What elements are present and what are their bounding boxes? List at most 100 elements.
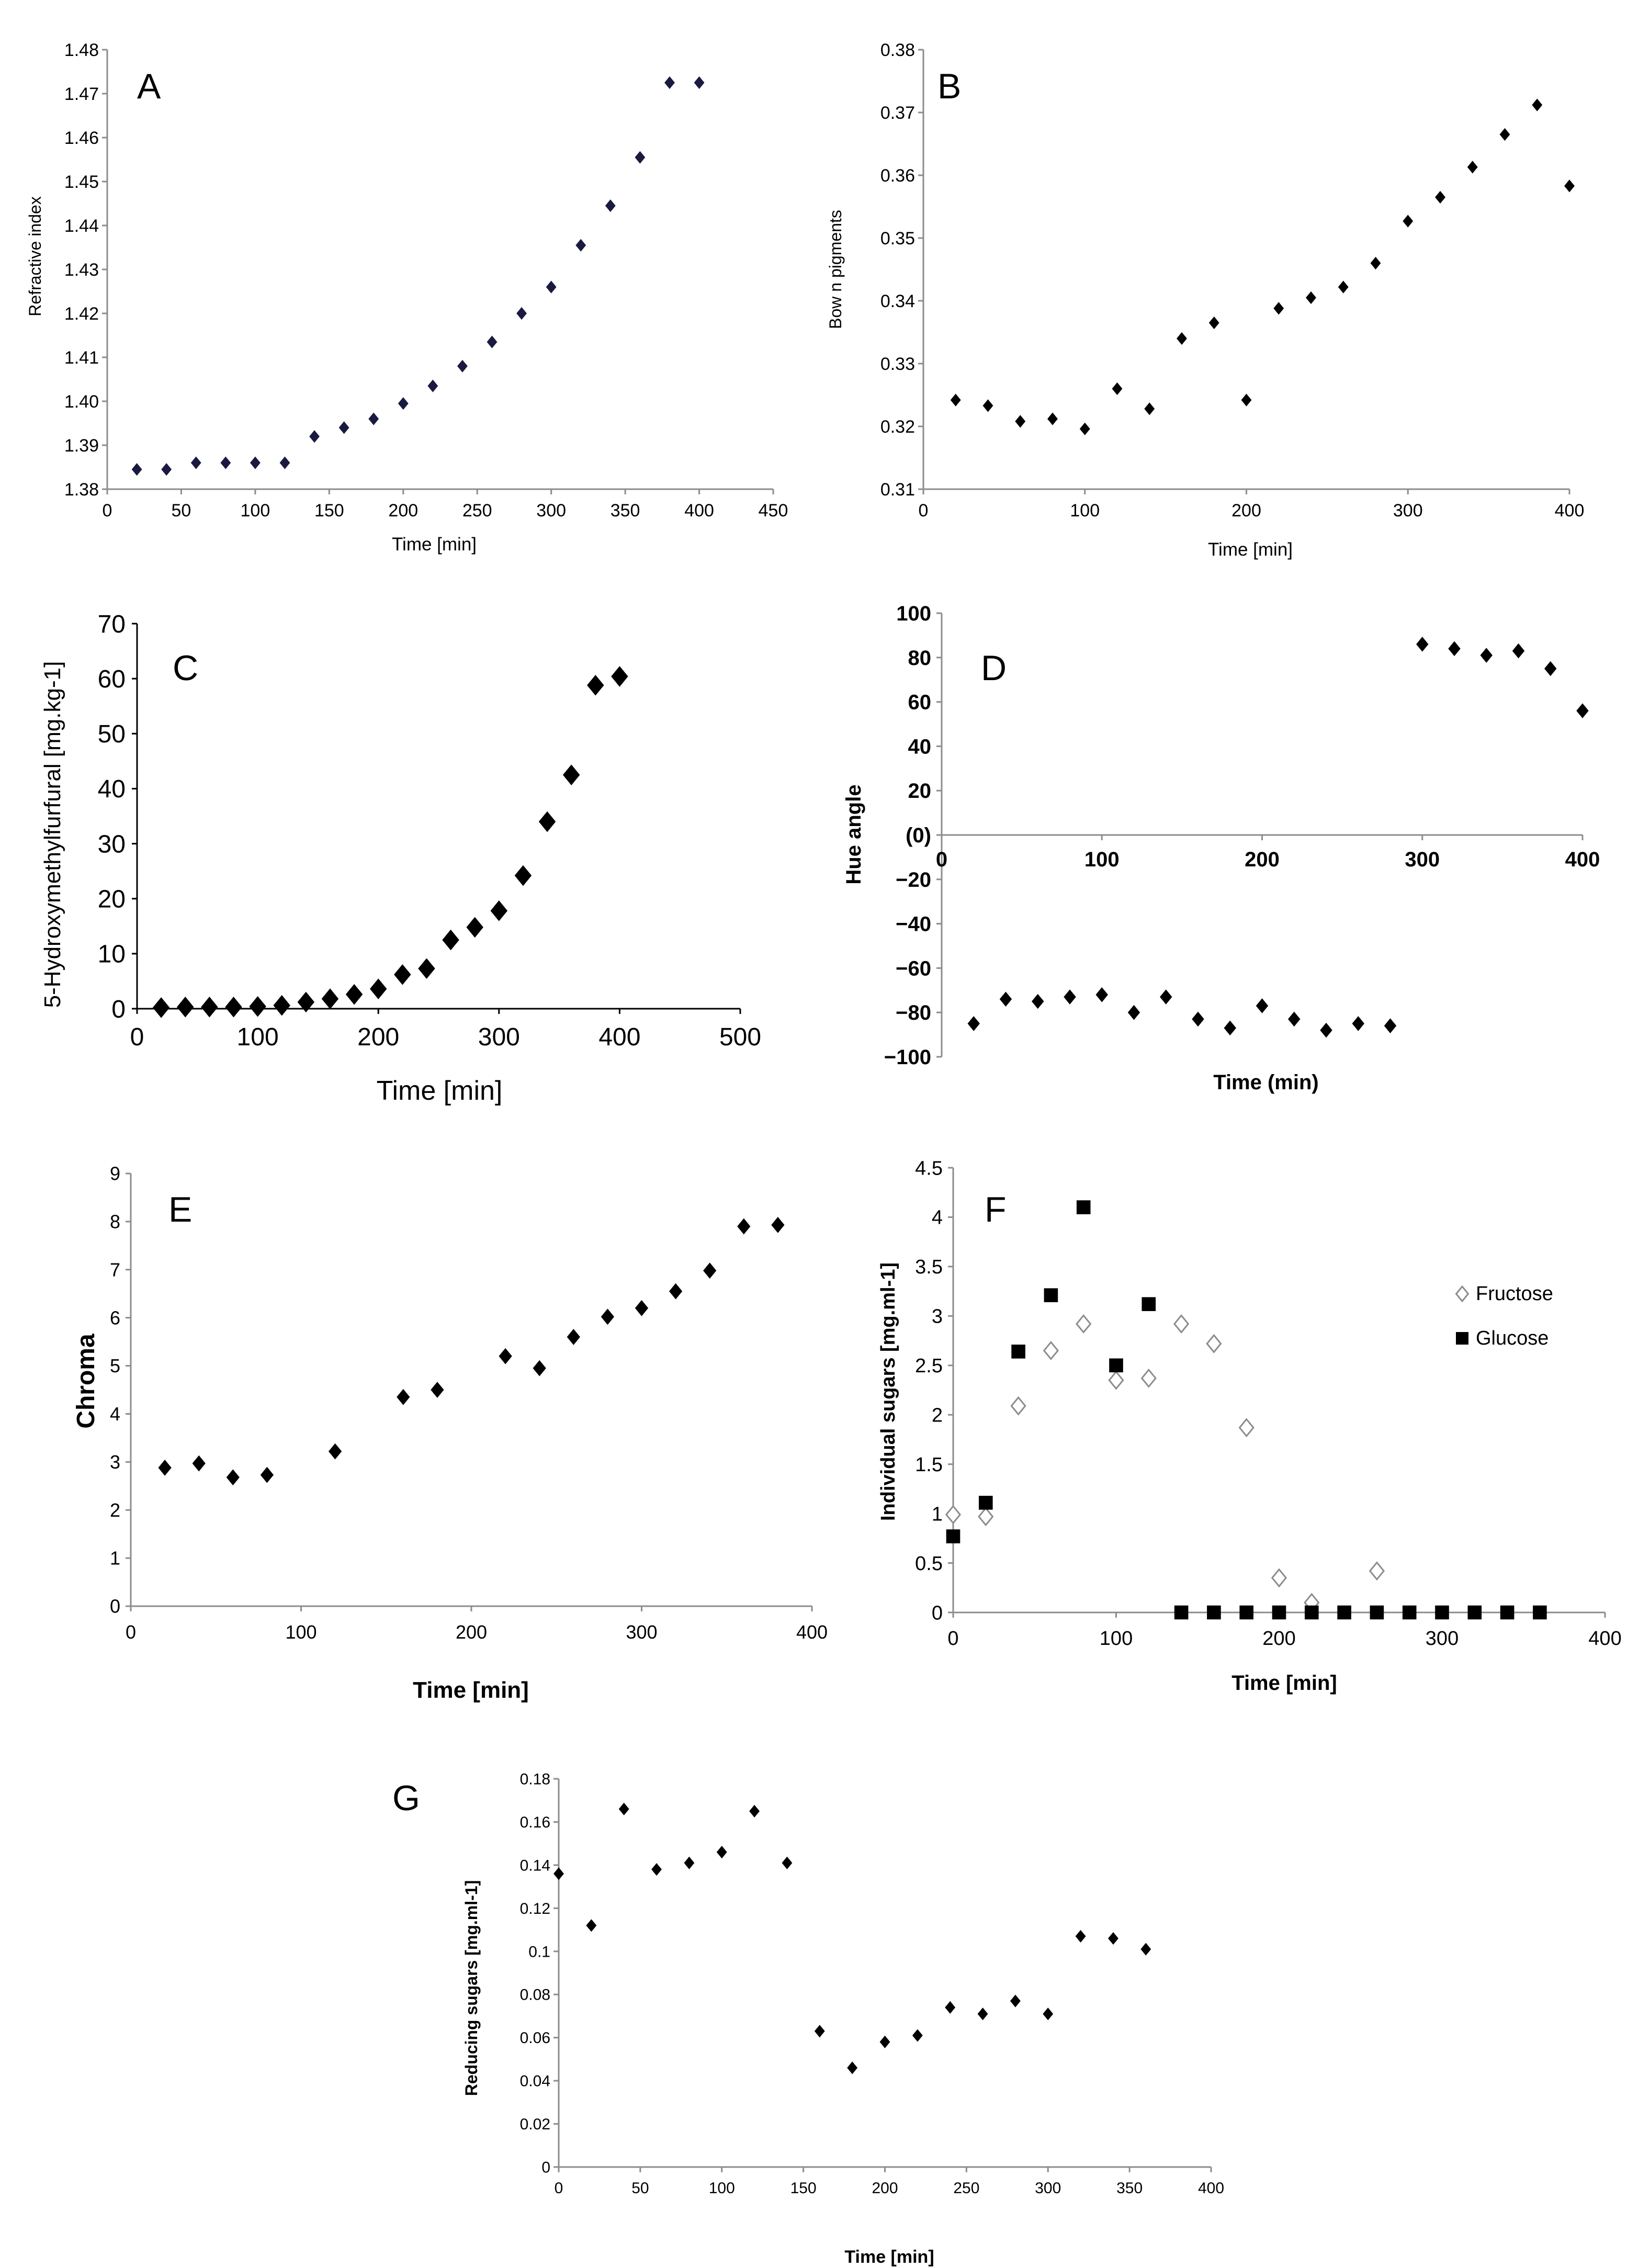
panel-f-legend-marker-glucose <box>1456 1332 1468 1345</box>
panel-f-glucose-point <box>1305 1605 1319 1620</box>
panel-b-brown-pigments-point <box>1435 190 1445 204</box>
panel-g-x-tick-label: 250 <box>953 2180 979 2197</box>
panel-g-y-axis-label: Reducing sugars [mg.ml-1] <box>462 1880 481 2096</box>
panel-e-y-tick-label: 4 <box>110 1403 120 1425</box>
panel-g-x-tick-label: 0 <box>555 2180 563 2197</box>
panel-f-y-tick-label: 4 <box>932 1207 943 1229</box>
panel-b-x-axis-label: Time [min] <box>1208 539 1293 560</box>
panel-d-hue-angle-point <box>1095 987 1108 1002</box>
panel-f-glucose-point <box>1044 1288 1058 1302</box>
panel-e-chroma-point <box>431 1382 444 1398</box>
panel-c-y-tick-label: 60 <box>98 665 126 693</box>
panel-b-x-tick-label: 300 <box>1393 501 1423 521</box>
panel-c-y-axis-label: 5-Hydroxymethylfurfural [mg.kg-1] <box>40 661 65 1008</box>
panel-d-hue-angle-point <box>1288 1011 1301 1027</box>
panel-b-brown-pigments-point <box>1306 291 1316 304</box>
panel-g-reducing-sugars-point <box>814 2025 825 2038</box>
panel-a-x-tick-label: 150 <box>314 501 344 521</box>
panel-d-hue-angle-point <box>1256 998 1269 1013</box>
panel-f-x-tick-label: 300 <box>1426 1628 1459 1650</box>
panel-a-x-axis-label: Time [min] <box>392 534 477 555</box>
panel-a-refractive-index-point <box>220 456 231 469</box>
panel-c-x-tick-label: 300 <box>478 1023 520 1051</box>
panel-e-y-tick-label: 1 <box>110 1548 120 1569</box>
panel-e-y-tick-label: 0 <box>110 1596 120 1617</box>
panel-a-refractive-index-point <box>546 280 557 294</box>
panel-e-chroma-point <box>601 1308 615 1325</box>
panel-f-y-tick-label: 1.5 <box>915 1454 943 1476</box>
panel-e-x-tick-label: 300 <box>626 1621 657 1643</box>
panel-b-y-tick-label: 0.32 <box>880 417 915 437</box>
panel-b-x-tick-label: 0 <box>919 501 929 521</box>
panel-g-y-tick-label: 0 <box>541 2159 550 2176</box>
panel-b-brown-pigments-point <box>1015 415 1026 428</box>
panel-f-legend-marker-fructose <box>1455 1285 1470 1303</box>
panel-d-y-tick-label: −100 <box>884 1046 931 1069</box>
panel-c-hmf-point <box>562 764 580 785</box>
panel-a-refractive-index-point <box>487 335 498 348</box>
panel-a-y-tick-label: 1.47 <box>64 84 99 104</box>
panel-c-chart: C 5-Hydroxymethylfurfural [mg.kg-1] Time… <box>40 611 761 1106</box>
panel-d-y-tick-label: −80 <box>896 1001 931 1024</box>
panel-f-fructose-point <box>1369 1561 1385 1581</box>
panel-b-brown-pigments-point <box>1532 98 1543 111</box>
panel-f-fructose-point <box>978 1507 994 1527</box>
panel-c-y-tick-label: 30 <box>98 830 126 858</box>
panel-c-y-tick-label: 50 <box>98 720 126 748</box>
panel-g-reducing-sugars-point <box>586 1919 597 1932</box>
panel-b-x-tick-label: 400 <box>1555 501 1585 521</box>
panel-c-hmf-point <box>418 958 435 979</box>
panel-e-chroma-point <box>669 1283 683 1300</box>
panel-f-y-tick-label: 2 <box>932 1405 943 1427</box>
panel-f-glucose-point <box>1109 1358 1123 1373</box>
panel-f-glucose-point <box>1467 1605 1482 1620</box>
panel-f-glucose-point <box>946 1529 960 1543</box>
panel-b-y-tick-label: 0.34 <box>880 291 915 311</box>
panel-a-refractive-index-point <box>427 379 438 392</box>
panel-d-label: D <box>981 648 1007 688</box>
panel-c-hmf-point <box>273 995 290 1016</box>
panel-a-refractive-index-point <box>250 456 261 469</box>
panel-d-hue-angle-point <box>1512 643 1525 659</box>
panel-f-glucose-point <box>1500 1605 1515 1620</box>
panel-a-refractive-index-point <box>694 76 705 89</box>
panel-g-label: G <box>392 1778 420 1818</box>
panel-c-hmf-point <box>394 964 411 985</box>
panel-b-y-tick-label: 0.36 <box>880 166 915 186</box>
panel-b-brown-pigments-point <box>1144 402 1155 415</box>
panel-a-refractive-index-point <box>190 456 201 469</box>
panel-e-chroma-point <box>397 1389 410 1405</box>
panel-d-hue-angle-point <box>1544 661 1557 676</box>
panel-b-y-tick-label: 0.31 <box>880 480 915 500</box>
panel-d-y-tick-label: 20 <box>908 780 932 803</box>
panel-c-hmf-point <box>201 997 218 1018</box>
panel-a-y-tick-label: 1.46 <box>64 128 99 148</box>
panel-c-hmf-point <box>177 997 194 1018</box>
panel-e-chroma-point <box>771 1216 785 1233</box>
panel-g-reducing-sugars-point <box>618 1802 629 1815</box>
panel-f-glucose-point <box>1337 1605 1351 1620</box>
panel-b-brown-pigments-point <box>950 393 961 407</box>
panel-c-hmf-point <box>587 674 604 696</box>
panel-g-reducing-sugars-point <box>1108 1932 1118 1945</box>
panel-g-reducing-sugars-point <box>1075 1930 1086 1943</box>
panel-f-x-axis-label: Time [min] <box>1231 1672 1337 1695</box>
panel-a-x-tick-label: 100 <box>241 501 270 521</box>
panel-f-chart: F Individual sugars [mg.ml-1] Time [min]… <box>877 1157 1622 1695</box>
panel-d-x-tick-label: 100 <box>1084 848 1120 871</box>
panel-d-hue-angle-point <box>1576 703 1589 718</box>
panel-e-chroma-point <box>567 1329 580 1345</box>
panel-c-x-tick-label: 200 <box>357 1023 399 1051</box>
panel-c-hmf-point <box>538 811 556 832</box>
panel-a-y-tick-label: 1.43 <box>64 260 99 280</box>
panel-e-chroma-point <box>226 1469 240 1486</box>
panel-f-y-tick-label: 0.5 <box>915 1553 943 1575</box>
panel-c-hmf-point <box>611 666 628 687</box>
panel-g-reducing-sugars-point <box>651 1863 662 1876</box>
panel-f-glucose-point <box>1011 1345 1025 1359</box>
panel-c-y-tick-label: 20 <box>98 886 126 913</box>
panel-a-y-tick-label: 1.48 <box>64 40 99 60</box>
panel-f-glucose-point <box>1174 1605 1189 1620</box>
panel-a-y-axis-label: Refractive index <box>26 196 44 316</box>
